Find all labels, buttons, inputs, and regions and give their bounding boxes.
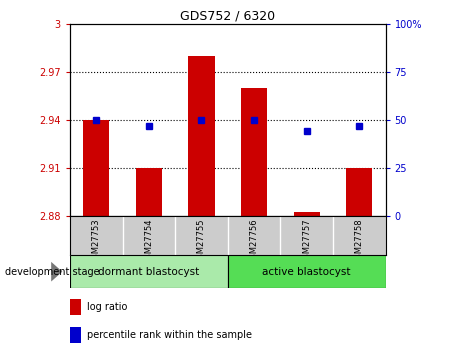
Bar bbox=[294, 213, 320, 216]
Text: percentile rank within the sample: percentile rank within the sample bbox=[87, 330, 252, 340]
Bar bbox=[241, 88, 267, 216]
FancyBboxPatch shape bbox=[70, 255, 228, 288]
Text: GSM27756: GSM27756 bbox=[249, 219, 258, 264]
Text: GSM27758: GSM27758 bbox=[355, 219, 364, 264]
Text: GSM27754: GSM27754 bbox=[144, 219, 153, 264]
FancyBboxPatch shape bbox=[228, 255, 386, 288]
Bar bbox=[136, 168, 162, 216]
Bar bbox=[189, 56, 215, 216]
Bar bbox=[83, 120, 110, 216]
Text: log ratio: log ratio bbox=[87, 302, 128, 312]
Text: GSM27755: GSM27755 bbox=[197, 219, 206, 264]
Text: dormant blastocyst: dormant blastocyst bbox=[98, 267, 199, 277]
Bar bbox=[70, 299, 81, 315]
Text: active blastocyst: active blastocyst bbox=[262, 267, 351, 277]
Text: GSM27753: GSM27753 bbox=[92, 219, 101, 264]
Polygon shape bbox=[51, 262, 62, 282]
Bar bbox=[346, 168, 373, 216]
Title: GDS752 / 6320: GDS752 / 6320 bbox=[180, 10, 275, 23]
Bar bbox=[70, 327, 81, 343]
Text: development stage: development stage bbox=[5, 267, 99, 277]
Text: GSM27757: GSM27757 bbox=[302, 219, 311, 264]
